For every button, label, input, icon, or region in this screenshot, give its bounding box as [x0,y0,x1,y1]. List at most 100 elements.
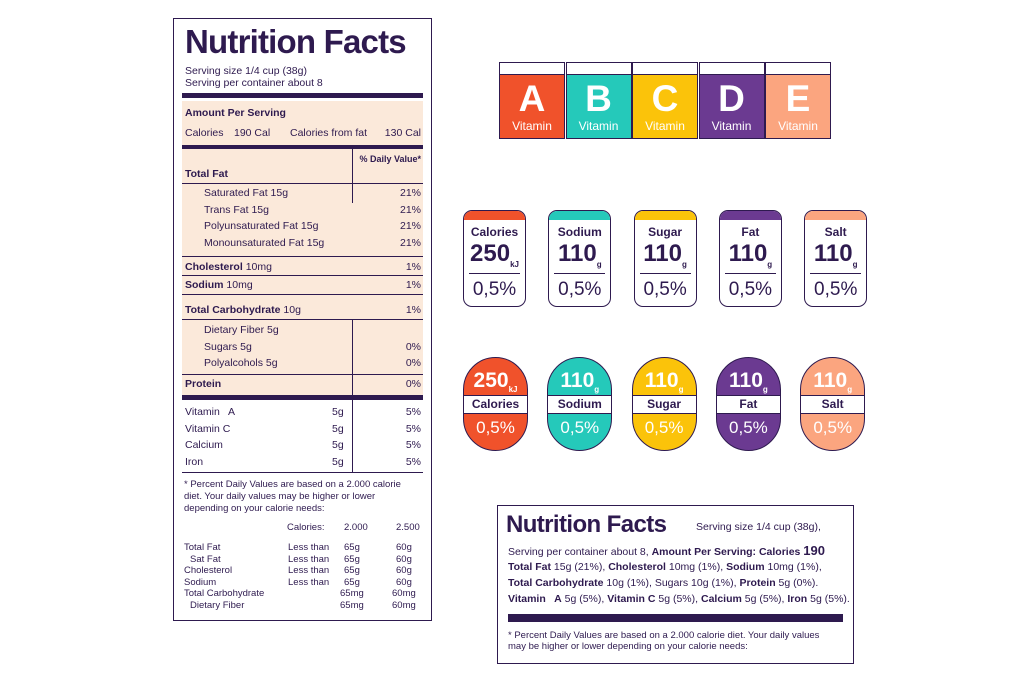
tag-sodium: Sodium 110g 0,5% [548,210,612,307]
column-divider [352,149,353,203]
tag-divider [639,273,691,274]
tag-unit: g [852,259,858,269]
tag-number: 110 [728,240,768,267]
reference-table-header: 2.500 [396,522,420,533]
nutrient-pct: 21% [399,187,421,199]
vitamin-pct: 5% [405,455,421,468]
pill-name: Fat [716,395,780,414]
label-title: Nutrition Facts [185,23,407,60]
divider [182,294,423,295]
tag-color-cap [464,211,525,220]
reference-table-cell: Cholesterol [184,565,233,576]
tag-divider [469,273,520,274]
vitamin-amount: 5g [332,455,344,468]
tag-sugar: Sugar 110g 0,5% [633,210,697,307]
badge-header [766,63,830,75]
calories-from-fat-label: Calories from fat [290,127,368,139]
tag-divider [554,273,606,274]
calories-label: Calories [185,127,224,139]
pill-percent: 0,5% [729,418,768,437]
tag-color-cap [805,211,867,220]
tag-value: 110g [549,240,610,269]
vitamin-letter: D [718,78,745,119]
vitamin-letter: B [585,78,612,119]
tag-value: 250kJ [464,240,525,269]
calories-from-fat-value: 130 Cal [384,127,421,139]
tag-unit: g [767,259,773,269]
calories-value: 190 Cal [234,127,271,139]
reference-table-cell: Total Fat [184,542,221,553]
pill-percent: 0,5% [813,418,853,437]
tag-value: 110g [805,240,866,269]
pill-unit: g [678,385,684,395]
divider [182,256,423,257]
linear-nutrient-name: Vitamin C [607,593,656,605]
footnote-line: depending on your calorie needs: [184,503,325,514]
badge-header [566,63,631,75]
tag-number: 110 [643,240,682,267]
linear-nutrient-value: 10mg (1%), [764,561,822,573]
divider [182,183,423,184]
tag-unit: g [596,259,602,269]
vitamin-a-badge: A Vitamin [499,62,565,139]
reference-table-cell: 60g [396,542,412,553]
linear-line-4: Total Carbohydrate 10g (1%), Sugars 10g … [508,577,818,589]
reference-table-cell: 65g [344,542,360,553]
reference-table-header: Calories: [287,522,325,533]
reference-table-cell: Less than [288,565,330,576]
linear-nutrient-name: Iron [787,593,808,605]
linear-nutrient-name: Calcium [700,593,742,605]
reference-table-cell: 60mg [392,588,416,599]
pill-name: Salt [801,395,865,414]
serving-size: Serving size 1/4 cup (38g) [185,65,307,77]
reference-table-cell: 65g [344,576,360,588]
vitamin-b-badge: B Vitamin [565,62,632,139]
tag-percent: 0,5% [814,279,858,300]
nutrient-pct: 21% [399,220,421,232]
tag-fat: Fat 110g 0,5% [718,210,782,307]
pill-unit: g [762,385,768,395]
column-divider [352,400,353,472]
reference-table-cell: Sodium [184,576,217,588]
tag-value: 110g [720,240,781,269]
linear-footnote-line: may be higher or lower depending on your… [508,641,748,652]
nutrient-panel [182,101,423,397]
pill-number: 110 [644,369,679,392]
divider-thick [182,93,423,98]
reference-table-cell: 65g [344,553,360,565]
nutrient-pct: 0% [405,357,421,369]
linear-line-3: Total Fat 15g (21%), Cholesterol 10mg (1… [508,561,822,573]
tag-salt: Salt 110g 0,5% [804,210,868,307]
pill-number: 250 [473,369,509,392]
pill-number: 110 [813,369,848,392]
reference-table-cell: Less than [288,542,330,553]
divider [182,374,423,375]
tag-calories: Calories 250kJ 0,5% [463,210,526,307]
footnote-line: * Percent Daily Values are based on a 2.… [184,479,401,490]
pill-value: 110g [548,369,611,394]
pill-value: 110g [717,369,780,394]
pill-percent: 0,5% [644,418,684,437]
tag-percent: 0,5% [472,279,517,300]
vitamin-amount: 5g [332,439,344,451]
pill-unit: kJ [508,385,518,395]
tag-name: Fat [741,225,760,239]
vitamin-c-badge: C Vitamin [632,62,698,139]
nutrient-name: Sugars 5g [204,340,252,353]
pill-calories: 250kJ Calories 0,5% [463,357,528,451]
tag-divider [724,273,776,274]
column-divider [352,319,353,397]
divider-thick [182,395,423,400]
tag-number: 250 [470,240,511,267]
pill-salt: 110g Salt 0,5% [800,357,866,451]
tag-percent: 0,5% [558,279,602,300]
linear-nutrient-value: 10mg (1%), [665,561,727,573]
linear-line-5: Vitamin A 5g (5%), Vitamin C 5g (5%), Ca… [508,593,850,605]
linear-nutrient-name: Total Carbohydrate [508,577,604,589]
pill-number: 110 [560,369,595,392]
tag-unit: kJ [510,259,519,269]
pill-fat: 110g Fat 0,5% [715,357,781,451]
reference-table-cell: Less than [288,576,330,588]
footnote-line: diet. Your daily values may be higher or… [184,491,376,502]
reference-table-cell: 60g [396,565,412,576]
